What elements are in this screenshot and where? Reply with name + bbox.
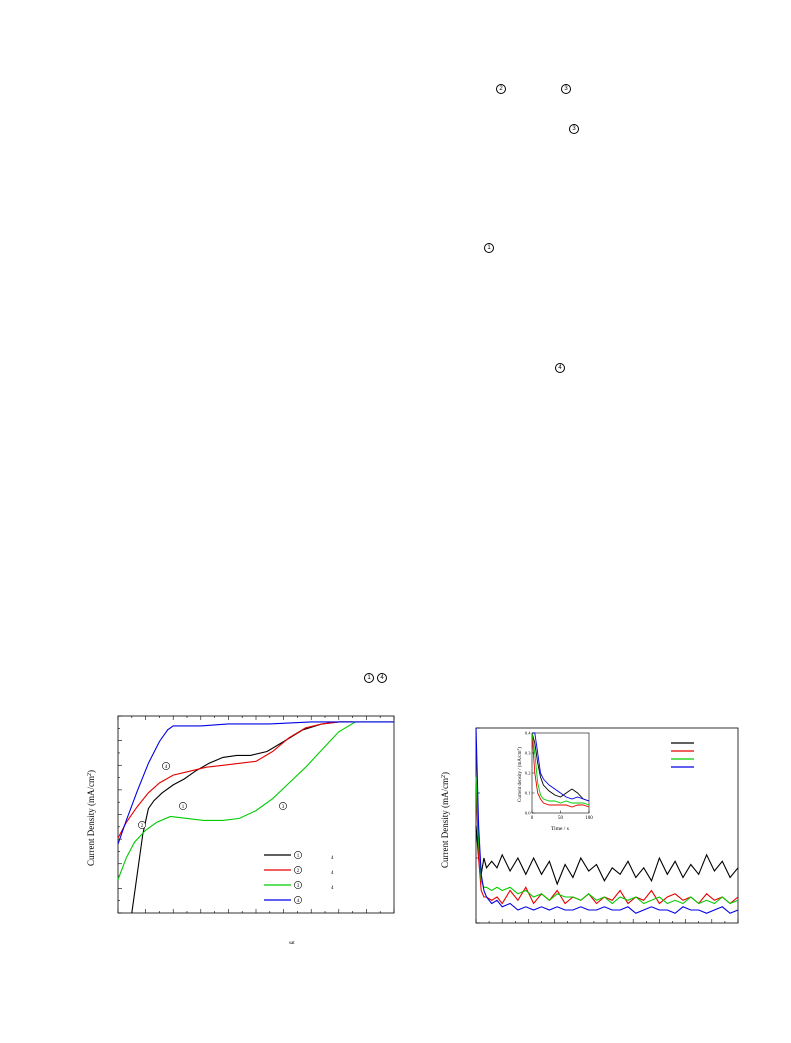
inset-ticks: 0 50 100 0.0 0.1 0.2 0.3 0.4: [525, 731, 594, 821]
inset-y-tick-label: 0.4: [525, 731, 531, 736]
left-legend-marker-4: 4: [294, 896, 302, 904]
left-legend-marker-1-circle: [294, 851, 302, 859]
left-legend-marker-4-circle: [294, 896, 302, 904]
inset-x-tick-label: 100: [585, 816, 593, 821]
right-ticks: [475, 727, 739, 924]
inset-series-1: [531, 732, 590, 802]
inset-chart: 0 50 100 0.0 0.1 0.2 0.3 0.4 Time / s Current d…: [516, 731, 593, 832]
left-series-4: [117, 721, 394, 845]
left-legend-marker-3-circle: [294, 881, 302, 889]
left-ylabel: Current Density (mA/cm2): [86, 770, 96, 866]
left-legend-suffix-3: 4: [331, 886, 334, 891]
right-plot-frame: [475, 727, 739, 924]
left-xlabel-fragment: sat: [289, 941, 295, 946]
left-legend-marker-1: 1: [294, 851, 302, 859]
inset-xlabel: Time / s: [551, 826, 569, 832]
right-series-3: [475, 776, 739, 905]
left-curve-marker-4-circle: [162, 762, 170, 770]
marker-4-low: 4: [377, 673, 387, 683]
inset-series-3: [531, 732, 590, 806]
inset-y-tick-label: 0.0: [525, 811, 531, 816]
marker-1-low: 1: [364, 673, 374, 683]
left-legend-marker-2-circle: [294, 866, 302, 874]
inset-y-tick-label: 0.3: [525, 751, 531, 756]
left-curve-marker-3-circle: [279, 802, 287, 810]
right-series-4: [475, 727, 739, 914]
left-curve-marker-3: 3: [279, 802, 287, 810]
left-curve-markers: 4 2 1 3: [138, 762, 287, 829]
left-curve-marker-2: 2: [138, 821, 146, 829]
right-chart: Current Density (mA/cm2) 0 50 100 0.0 0.1 0.2…: [440, 727, 739, 924]
left-curve-marker-3-label: 3: [282, 805, 285, 810]
left-plot-frame: [117, 715, 395, 914]
marker-3-top: 3: [561, 84, 571, 94]
inset-x-tick-label: 50: [558, 816, 564, 821]
marker-4-mid: 4: [555, 363, 565, 373]
left-legend-marker-1-label: 1: [297, 854, 300, 859]
left-series-group: [117, 721, 394, 914]
inset-y-tick-label: 0.1: [525, 791, 531, 796]
right-ylabel: Current Density (mA/cm2): [440, 772, 450, 868]
left-legend-suffix-2: 4: [331, 871, 334, 876]
left-curve-marker-1-label: 1: [182, 805, 185, 810]
left-legend-suffix-1: 4: [331, 856, 334, 861]
marker-2-top: 2: [496, 84, 506, 94]
left-curve-marker-4: 4: [162, 762, 170, 770]
left-curve-marker-4-label: 4: [165, 765, 168, 770]
left-legend-marker-3-label: 3: [297, 884, 300, 889]
inset-x-tick-label: 0: [531, 816, 534, 821]
left-series-3: [117, 721, 394, 880]
left-legend: 1 4 2 4 3 4 4: [264, 851, 334, 904]
left-chart: Current Density (mA/cm2) sat 421 3 1 42 43 4…: [86, 715, 395, 946]
inset-series-group: [531, 732, 590, 808]
left-legend-marker-3: 3: [294, 881, 302, 889]
inset-series-4: [532, 732, 590, 802]
left-curve-marker-1: 1: [179, 802, 187, 810]
right-series-1: [475, 825, 739, 886]
left-legend-marker-4-label: 4: [297, 899, 300, 904]
left-curve-marker-1-circle: [179, 802, 187, 810]
inset-ylabel: Current density / (mA/cm2): [516, 747, 523, 802]
marker-1-mid: 1: [484, 243, 494, 253]
right-series-group: [475, 727, 739, 914]
left-curve-marker-2-label: 2: [141, 824, 144, 829]
left-series-2: [117, 721, 353, 839]
right-legend: [671, 742, 694, 768]
marker-3-mid: 3: [569, 124, 579, 134]
left-curve-marker-2-circle: [138, 821, 146, 829]
right-series-2: [475, 776, 739, 905]
inset-series-2: [531, 732, 590, 808]
inset-y-tick-label: 0.2: [525, 771, 531, 776]
left-ticks: [117, 715, 395, 914]
left-legend-marker-2-label: 2: [297, 869, 300, 874]
left-legend-marker-2: 2: [294, 866, 302, 874]
left-axes: [117, 715, 395, 914]
